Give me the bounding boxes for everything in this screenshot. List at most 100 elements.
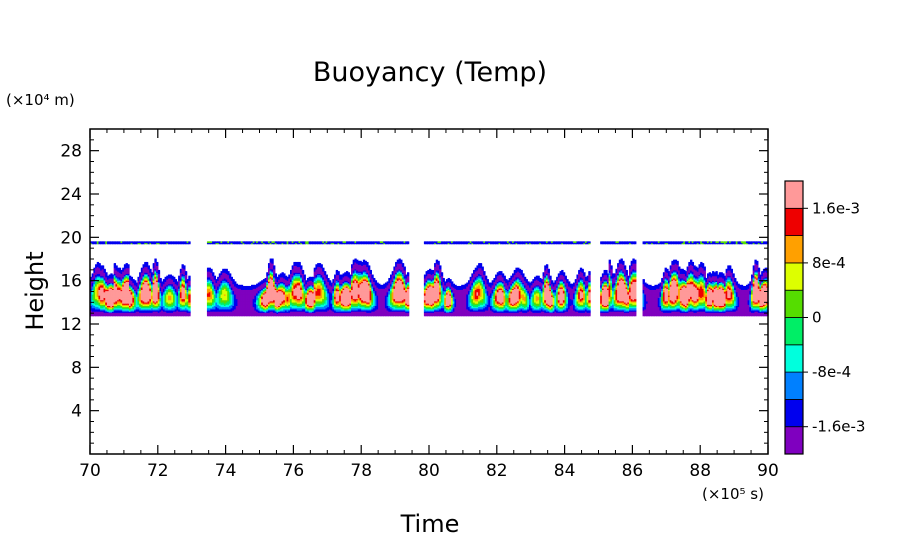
field-cell bbox=[95, 272, 98, 274]
field-cell bbox=[100, 277, 103, 280]
field-cell bbox=[106, 313, 110, 316]
field-cell bbox=[179, 307, 183, 310]
field-cell bbox=[318, 263, 322, 265]
field-cell bbox=[283, 313, 286, 316]
field-cell bbox=[178, 308, 181, 311]
field-cell bbox=[120, 282, 123, 285]
field-cell bbox=[210, 301, 213, 304]
field-cell bbox=[186, 303, 189, 305]
field-cell bbox=[266, 297, 269, 300]
field-cell bbox=[222, 287, 225, 289]
field-cell bbox=[144, 268, 147, 271]
field-cell bbox=[127, 276, 130, 279]
field-cell bbox=[118, 308, 122, 311]
field-cell bbox=[288, 297, 291, 300]
field-cell bbox=[117, 292, 120, 295]
field-cell bbox=[212, 287, 215, 289]
field-cell bbox=[142, 295, 145, 297]
field-cell bbox=[284, 242, 288, 245]
field-cell bbox=[313, 306, 317, 309]
field-cell bbox=[176, 304, 179, 306]
field-cell bbox=[222, 313, 225, 316]
field-cell bbox=[206, 296, 210, 298]
field-cell bbox=[293, 242, 296, 245]
field-cell bbox=[239, 287, 242, 289]
field-cell bbox=[269, 298, 272, 301]
field-cell bbox=[142, 293, 145, 296]
field-cell bbox=[125, 283, 128, 286]
field-cell bbox=[139, 241, 142, 244]
field-cell bbox=[264, 305, 267, 308]
field-cell bbox=[225, 300, 228, 303]
field-cell bbox=[98, 303, 101, 305]
field-cell bbox=[181, 264, 184, 266]
field-cell bbox=[308, 301, 311, 304]
field-cell bbox=[223, 306, 227, 309]
field-cell bbox=[174, 293, 178, 296]
field-cell bbox=[164, 314, 167, 317]
field-cell bbox=[317, 304, 320, 306]
field-cell bbox=[317, 289, 320, 292]
field-cell bbox=[271, 290, 274, 293]
field-cell bbox=[296, 266, 300, 269]
field-cell bbox=[144, 298, 147, 301]
field-cell bbox=[156, 266, 159, 269]
field-cell bbox=[98, 311, 101, 313]
field-cell bbox=[212, 304, 215, 306]
field-cell bbox=[206, 313, 210, 316]
field-cell bbox=[269, 300, 272, 303]
field-cell bbox=[278, 296, 281, 298]
field-cell bbox=[188, 304, 191, 306]
field-cell bbox=[213, 304, 217, 306]
field-cell bbox=[283, 280, 286, 282]
field-cell bbox=[317, 284, 320, 287]
field-cell bbox=[278, 314, 281, 317]
field-cell bbox=[310, 276, 313, 279]
field-cell bbox=[237, 305, 240, 308]
field-cell bbox=[152, 272, 156, 274]
field-cell bbox=[125, 266, 128, 269]
field-cell bbox=[240, 290, 244, 293]
field-cell bbox=[296, 297, 300, 300]
field-cell bbox=[91, 306, 94, 309]
field-cell bbox=[152, 293, 156, 296]
field-cell bbox=[113, 264, 117, 266]
field-cell bbox=[261, 297, 264, 300]
field-cell bbox=[227, 295, 230, 297]
field-cell bbox=[145, 285, 149, 288]
field-cell bbox=[106, 293, 110, 296]
field-cell bbox=[249, 313, 252, 316]
field-cell bbox=[222, 305, 225, 308]
field-cell bbox=[140, 275, 144, 278]
field-cell bbox=[157, 303, 161, 305]
field-cell bbox=[167, 274, 171, 277]
field-cell bbox=[273, 307, 276, 310]
field-cell bbox=[266, 291, 269, 294]
field-cell bbox=[117, 311, 120, 313]
field-cell bbox=[159, 241, 162, 244]
field-cell bbox=[293, 271, 296, 273]
field-cell bbox=[106, 280, 110, 282]
field-cell bbox=[313, 268, 317, 271]
field-cell bbox=[128, 307, 132, 310]
field-cell bbox=[274, 299, 278, 302]
field-cell bbox=[100, 284, 103, 287]
field-cell bbox=[308, 303, 311, 305]
field-cell bbox=[101, 314, 105, 317]
field-cell bbox=[98, 309, 101, 312]
field-cell bbox=[217, 291, 220, 294]
field-cell bbox=[118, 276, 122, 279]
field-cell bbox=[113, 241, 117, 244]
field-cell bbox=[171, 279, 174, 281]
field-cell bbox=[286, 307, 289, 310]
field-cell bbox=[312, 292, 315, 295]
field-cell bbox=[173, 301, 176, 304]
field-cell bbox=[298, 313, 301, 316]
field-cell bbox=[151, 306, 154, 309]
field-cell bbox=[276, 304, 279, 306]
field-cell bbox=[303, 309, 306, 312]
field-cell bbox=[317, 263, 320, 265]
field-cell bbox=[135, 298, 139, 301]
field-cell bbox=[228, 280, 232, 282]
field-cell bbox=[296, 274, 300, 277]
